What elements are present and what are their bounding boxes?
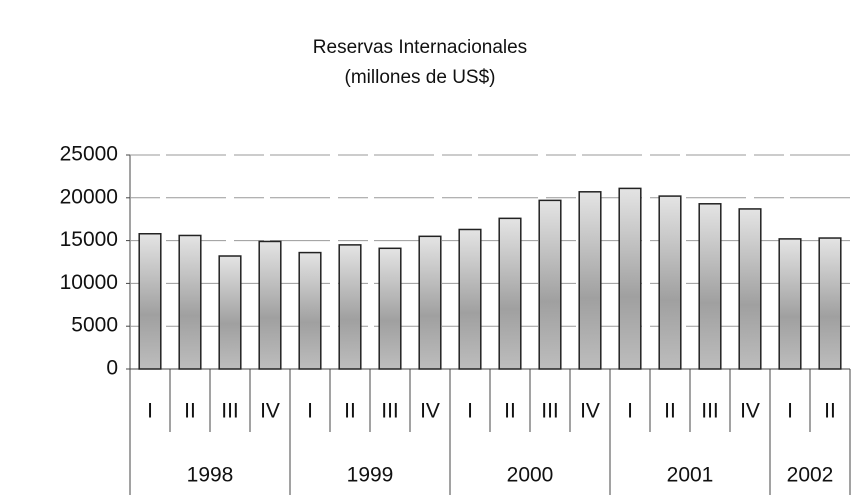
year-label: 1999 bbox=[347, 464, 394, 487]
x-tick-label: II bbox=[824, 400, 836, 423]
bar bbox=[458, 228, 482, 370]
x-tick-label: IV bbox=[420, 400, 440, 423]
bar bbox=[178, 234, 202, 370]
year-label: 2000 bbox=[507, 464, 554, 487]
x-tick-label: IV bbox=[740, 400, 760, 423]
y-tick-label: 25000 bbox=[60, 143, 118, 166]
y-tick-label: 20000 bbox=[60, 185, 118, 208]
bar bbox=[298, 251, 322, 370]
y-tick-label: 15000 bbox=[60, 228, 118, 251]
bar bbox=[538, 199, 562, 370]
bar bbox=[578, 191, 602, 370]
bar bbox=[658, 195, 682, 370]
x-tick-label: I bbox=[307, 400, 313, 423]
bar bbox=[778, 238, 802, 370]
x-tick-label: II bbox=[664, 400, 676, 423]
x-tick-label: I bbox=[467, 400, 473, 423]
x-tick-label: IV bbox=[580, 400, 600, 423]
bar bbox=[738, 208, 762, 370]
x-tick-label: II bbox=[504, 400, 516, 423]
bar bbox=[378, 247, 402, 370]
x-tick-label: III bbox=[381, 400, 399, 423]
bar bbox=[498, 217, 522, 370]
x-tick-label: I bbox=[147, 400, 153, 423]
bar bbox=[138, 233, 162, 370]
x-tick-label: II bbox=[184, 400, 196, 423]
x-tick-label: III bbox=[541, 400, 559, 423]
x-tick-label: I bbox=[627, 400, 633, 423]
year-label: 2002 bbox=[787, 464, 834, 487]
chart-subtitle: (millones de US$) bbox=[345, 67, 496, 88]
y-tick-label: 10000 bbox=[60, 271, 118, 294]
y-tick-label: 0 bbox=[106, 357, 118, 380]
bar bbox=[338, 244, 362, 370]
x-tick-label: IV bbox=[260, 400, 280, 423]
bar bbox=[698, 203, 722, 370]
year-label: 1998 bbox=[187, 464, 234, 487]
x-tick-label: II bbox=[344, 400, 356, 423]
x-tick-label: I bbox=[787, 400, 793, 423]
year-label: 2001 bbox=[667, 464, 714, 487]
chart-title: Reservas Internacionales bbox=[313, 37, 527, 58]
bar bbox=[818, 237, 842, 370]
x-tick-label: III bbox=[701, 400, 719, 423]
bar bbox=[258, 240, 282, 370]
x-tick-label: III bbox=[221, 400, 239, 423]
y-tick-label: 5000 bbox=[71, 314, 118, 337]
bar bbox=[618, 187, 642, 370]
bar bbox=[418, 235, 442, 370]
bar bbox=[218, 255, 242, 370]
